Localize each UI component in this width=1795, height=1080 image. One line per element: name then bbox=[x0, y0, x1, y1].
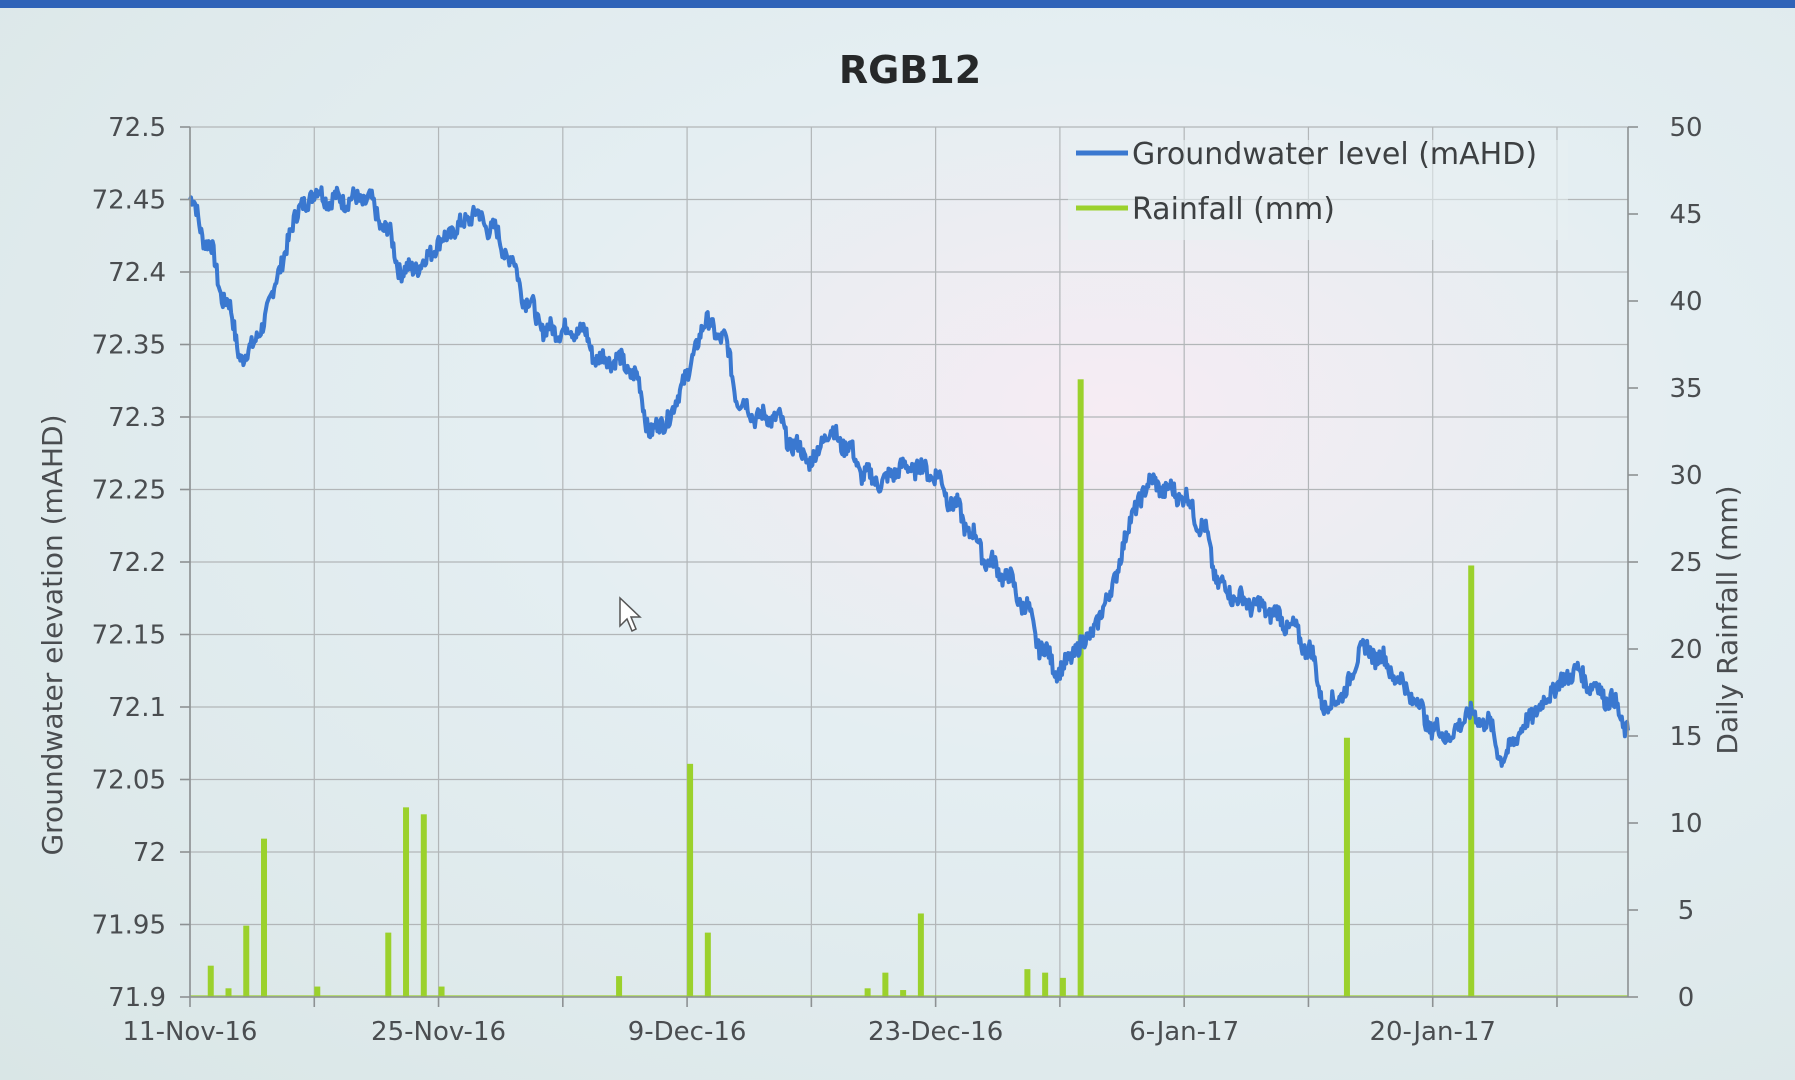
rainfall-bar bbox=[704, 932, 711, 997]
x-tick-label: 6-Jan-17 bbox=[1129, 1017, 1239, 1047]
legend-label-groundwater: Groundwater level (mAHD) bbox=[1132, 137, 1537, 172]
rainfall-bar bbox=[1343, 737, 1350, 997]
y-right-tick-label: 15 bbox=[1669, 722, 1702, 752]
y-right-tick-label: 50 bbox=[1669, 113, 1702, 143]
groundwater-series bbox=[188, 185, 1630, 768]
rainfall-bar bbox=[1077, 379, 1084, 997]
y-axis-right-title: Daily Rainfall (mm) bbox=[1711, 485, 1744, 754]
y-left-tick-label: 72.05 bbox=[92, 766, 166, 796]
y-left-tick-label: 71.95 bbox=[92, 911, 166, 941]
rainfall-bar bbox=[207, 965, 214, 997]
rainfall-bar bbox=[900, 990, 907, 997]
y-left-tick-label: 72.4 bbox=[108, 258, 166, 288]
rainfall-bar bbox=[616, 976, 623, 997]
rainfall-bar bbox=[420, 814, 427, 997]
rainfall-bar bbox=[314, 986, 321, 997]
y-axis-left-title: Groundwater elevation (mAHD) bbox=[36, 414, 69, 855]
y-left-tick-label: 72.3 bbox=[108, 403, 166, 433]
x-tick-label: 23-Dec-16 bbox=[868, 1017, 1003, 1047]
legend: Groundwater level (mAHD) Rainfall (mm) bbox=[1068, 137, 1568, 240]
y-right-tick-label: 20 bbox=[1669, 635, 1702, 665]
y-left-tick-label: 72.35 bbox=[92, 331, 166, 361]
legend-label-rainfall: Rainfall (mm) bbox=[1132, 192, 1335, 227]
y-left-tick-label: 72 bbox=[133, 838, 166, 868]
x-tick-label: 9-Dec-16 bbox=[628, 1017, 747, 1047]
y-right-tick-label: 45 bbox=[1669, 200, 1702, 230]
rainfall-bar bbox=[1059, 977, 1066, 997]
window-top-strip bbox=[0, 0, 1795, 8]
rainfall-bar bbox=[261, 838, 268, 997]
x-tick-label: 11-Nov-16 bbox=[123, 1017, 258, 1047]
rainfall-bar bbox=[1468, 565, 1475, 997]
chart-title: RGB12 bbox=[839, 48, 981, 92]
y-left-tick-label: 72.5 bbox=[108, 113, 166, 143]
y-left-tick-label: 72.25 bbox=[92, 476, 166, 506]
x-tick-label: 25-Nov-16 bbox=[371, 1017, 506, 1047]
rainfall-bar bbox=[225, 988, 232, 997]
rainfall-series bbox=[190, 379, 1628, 997]
rainfall-bar bbox=[1042, 972, 1049, 997]
y-right-tick-label: 25 bbox=[1669, 548, 1702, 578]
y-right-tick-label: 30 bbox=[1669, 461, 1702, 491]
y-right-tick-label: 5 bbox=[1678, 896, 1695, 926]
rainfall-bar bbox=[403, 807, 410, 997]
x-tick-label: 20-Jan-17 bbox=[1369, 1017, 1495, 1047]
rainfall-bar bbox=[1024, 969, 1031, 997]
rainfall-bar bbox=[864, 988, 871, 997]
mouse-cursor-icon bbox=[619, 596, 642, 633]
rainfall-bar bbox=[687, 763, 694, 997]
y-right-tick-label: 0 bbox=[1678, 983, 1695, 1013]
y-left-tick-label: 72.1 bbox=[108, 693, 166, 723]
y-left-tick-label: 72.45 bbox=[92, 186, 166, 216]
rainfall-bar bbox=[917, 913, 924, 997]
y-left-tick-label: 72.15 bbox=[92, 621, 166, 651]
legend-background bbox=[1068, 140, 1568, 240]
tick-labels: 71.9 71.95 72 72.05 72.1 72.15 72.2 72.25 72.3 72… bbox=[92, 113, 1703, 1047]
rainfall-bar bbox=[243, 925, 250, 997]
y-right-tick-label: 10 bbox=[1669, 809, 1702, 839]
y-left-tick-label: 71.9 bbox=[108, 983, 166, 1013]
axes bbox=[180, 126, 1638, 1007]
y-right-tick-label: 40 bbox=[1669, 287, 1702, 317]
rainfall-bar bbox=[882, 972, 889, 997]
rainfall-bar bbox=[385, 932, 392, 997]
rainfall-bar bbox=[438, 986, 445, 997]
groundwater-line bbox=[188, 185, 1630, 768]
y-right-tick-label: 35 bbox=[1669, 374, 1702, 404]
y-left-tick-label: 72.2 bbox=[108, 548, 166, 578]
